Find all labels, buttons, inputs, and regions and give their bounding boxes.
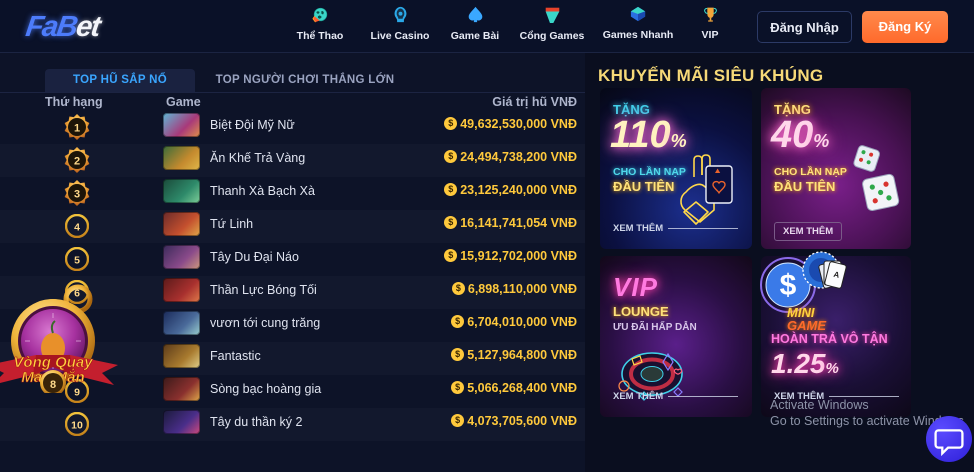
svg-text:3: 3 bbox=[74, 189, 80, 201]
svg-text:1: 1 bbox=[74, 123, 80, 135]
svg-text:$: $ bbox=[780, 269, 797, 302]
svg-text:2: 2 bbox=[74, 156, 80, 168]
svg-text:4: 4 bbox=[74, 222, 80, 234]
svg-text:5: 5 bbox=[74, 255, 80, 267]
svg-text:10: 10 bbox=[71, 420, 83, 432]
svg-text:8: 8 bbox=[50, 379, 56, 391]
